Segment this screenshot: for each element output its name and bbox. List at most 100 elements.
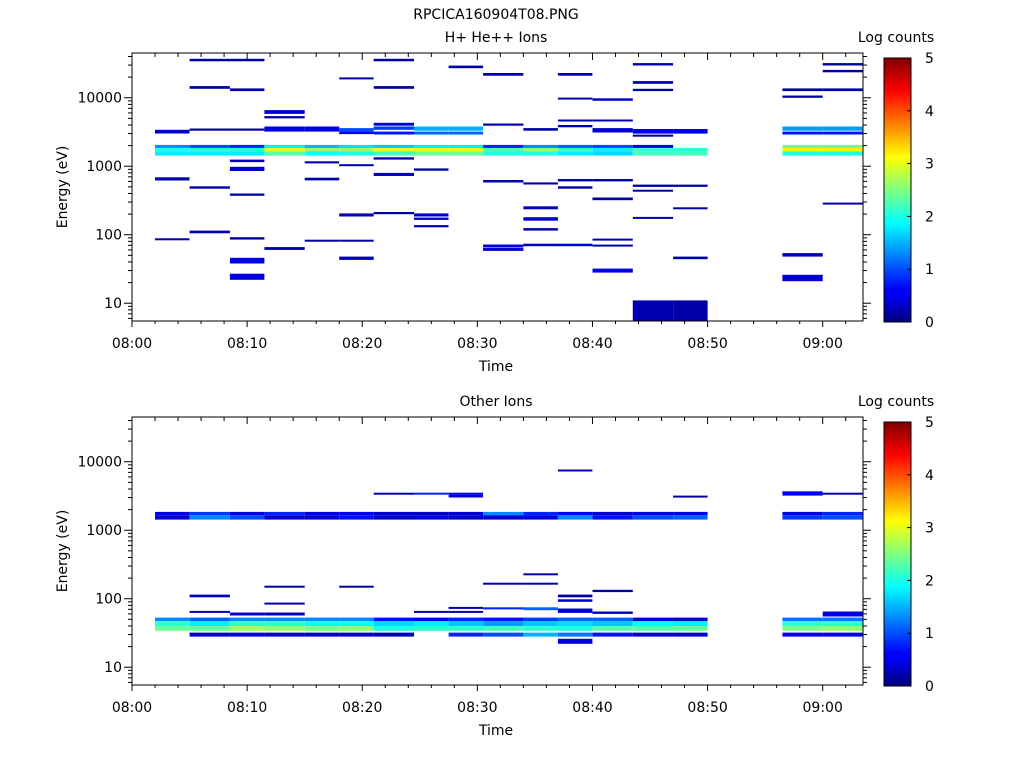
heatmap-cell	[483, 147, 524, 152]
heatmap-cell	[304, 515, 340, 520]
heatmap-cell	[592, 611, 633, 614]
heatmap-cell	[373, 131, 414, 135]
x-axis-label: Time	[478, 359, 513, 375]
colorbar	[883, 57, 912, 323]
heatmap-cell	[557, 608, 593, 613]
heatmap-cell	[557, 515, 593, 520]
heatmap-cell	[632, 300, 674, 321]
x-tick-label: 08:40	[572, 700, 612, 716]
heatmap-cell	[632, 189, 674, 192]
heatmap-cell	[448, 151, 484, 156]
heatmap-cell	[448, 606, 484, 609]
x-tick-label: 08:40	[572, 336, 612, 352]
heatmap-cell	[339, 77, 374, 80]
heatmap-cell	[373, 617, 414, 622]
heatmap-cell	[592, 128, 633, 133]
figure-title: RPCICA160904T08.PNG	[413, 7, 578, 23]
heatmap-cell	[673, 632, 708, 637]
heatmap-cell	[229, 58, 265, 62]
heatmap-cell	[373, 126, 414, 130]
heatmap-cell	[557, 125, 593, 128]
heatmap-cell	[304, 161, 340, 164]
heatmap-cell	[782, 131, 823, 135]
heatmap-cell	[189, 511, 230, 516]
heatmap-cell	[822, 492, 863, 495]
x-tick-label: 09:00	[803, 336, 843, 352]
heatmap-cell	[189, 632, 230, 637]
heatmap-cell	[632, 147, 674, 152]
heatmap-cell	[592, 268, 633, 273]
heatmap-cell	[632, 216, 674, 219]
heatmap-cell	[673, 256, 708, 260]
heatmap-cell	[632, 144, 674, 148]
heatmap-cell	[822, 621, 863, 626]
colorbar-tick-label: 3	[925, 157, 934, 173]
heatmap-cell	[414, 168, 449, 171]
heatmap-cell	[782, 511, 823, 516]
heatmap-cell	[782, 147, 823, 152]
heatmap-cell	[304, 177, 340, 181]
heatmap-cell	[822, 151, 863, 156]
heatmap-cell	[155, 515, 190, 520]
heatmap-cell	[189, 186, 230, 189]
x-tick-label: 08:10	[227, 336, 267, 352]
heatmap-cell	[483, 626, 524, 631]
heatmap-cell	[229, 632, 265, 637]
y-axis: 10 100 1000 10000	[77, 56, 871, 319]
heatmap-cell	[339, 511, 374, 516]
heatmap-cell	[373, 632, 414, 637]
colorbar-tick-label: 0	[925, 679, 934, 695]
heatmap-cell	[229, 273, 265, 280]
colorbar-tick-label: 4	[925, 468, 934, 484]
heatmap-cell	[448, 632, 484, 637]
colorbar-label: Log counts	[858, 394, 934, 410]
heatmap-cell	[673, 300, 708, 321]
heatmap-cell	[373, 492, 414, 495]
heatmap-cell	[414, 626, 449, 631]
heatmap-cell	[523, 243, 558, 247]
heatmap-cell	[673, 129, 708, 134]
heatmap-cell	[822, 131, 863, 135]
heatmap-cell	[822, 202, 863, 205]
heatmap-cell	[373, 157, 414, 160]
heatmap-cell	[782, 626, 823, 631]
heatmap-cell	[264, 110, 305, 114]
heatmap-cell	[523, 573, 558, 576]
heatmap-cell	[304, 617, 340, 622]
colorbar-tick-label: 4	[925, 104, 934, 120]
heatmap-cell	[264, 511, 305, 516]
x-tick-label: 08:20	[342, 700, 382, 716]
heatmap-cell	[155, 621, 190, 626]
heatmap-cell	[523, 151, 558, 156]
heatmap-cell	[483, 248, 524, 251]
x-tick-label: 09:00	[803, 700, 843, 716]
heatmap-cell	[155, 617, 190, 622]
heatmap-cell	[373, 212, 414, 215]
heatmap-cell	[632, 184, 674, 187]
heatmap-cell	[822, 626, 863, 631]
heatmap-cell	[782, 632, 823, 637]
heatmap-cell	[592, 244, 633, 247]
heatmap-cell	[557, 119, 593, 122]
colorbar-tick-label: 2	[925, 573, 934, 589]
y-tick-label: 10000	[77, 455, 122, 471]
heatmap-cell	[673, 207, 708, 210]
heatmap-cell	[673, 147, 708, 152]
heatmap-cell	[229, 621, 265, 626]
heatmap-cell	[632, 63, 674, 66]
heatmap-cell	[822, 144, 863, 148]
heatmap-cell	[483, 123, 524, 126]
heatmap-cell	[229, 147, 265, 152]
heatmap-cell	[414, 610, 449, 613]
heatmap-cell	[229, 237, 265, 240]
heatmap-cell	[304, 147, 340, 152]
colorbar-tick-label: 5	[925, 415, 934, 431]
heatmap-cell	[822, 69, 863, 73]
heatmap-cell	[264, 632, 305, 637]
y-tick-label: 100	[95, 592, 122, 608]
heatmap-cell	[448, 626, 484, 631]
heatmap-cell	[189, 128, 230, 131]
heatmap-cell	[592, 238, 633, 241]
heatmap-cell	[523, 144, 558, 148]
